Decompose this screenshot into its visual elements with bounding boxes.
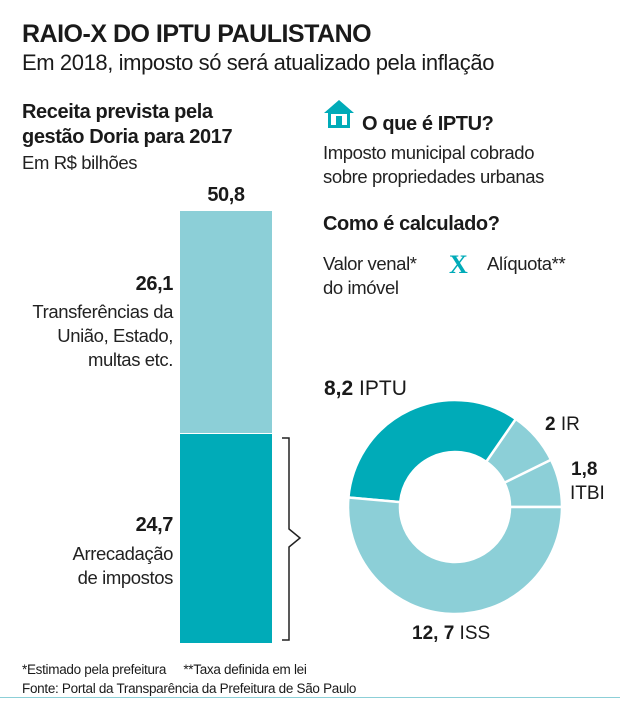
- donut-chart: [346, 398, 564, 616]
- impostos-value: 24,7: [135, 514, 174, 536]
- left-heading-2: gestão Doria para 2017: [22, 126, 233, 148]
- bar-segment-impostos: [180, 434, 272, 643]
- iptu-name: IPTU: [359, 377, 407, 400]
- donut-slice-iptu: [347, 398, 518, 504]
- iptu-label: 8,2 IPTU: [324, 377, 407, 401]
- transfer-value: 26,1: [135, 273, 174, 295]
- iss-name: ISS: [459, 623, 491, 644]
- footnote-text: *Estimado pela prefeitura **Taxa definid…: [22, 662, 307, 677]
- bar-total-label: 50,8: [207, 184, 245, 206]
- transfer-label-1: Transferências da: [32, 301, 173, 322]
- impostos-label-1: Arrecadação: [72, 543, 174, 564]
- itbi-value: 1,8: [571, 459, 598, 480]
- iss-label: 12, 7 ISS: [412, 623, 490, 645]
- ir-label: 2 IR: [545, 414, 580, 436]
- house-icon: [324, 100, 354, 128]
- bar-segment-transferencias: [180, 211, 272, 433]
- ir-name: IR: [560, 414, 580, 435]
- iss-value: 12, 7: [412, 623, 455, 644]
- impostos-label-2: de impostos: [77, 567, 174, 588]
- factor-1-line-2: do imóvel: [323, 277, 399, 298]
- what-line-2: sobre propriedades urbanas: [323, 166, 545, 187]
- left-heading-1: Receita prevista pela: [22, 101, 213, 123]
- title: RAIO-X DO IPTU PAULISTANO: [22, 20, 372, 48]
- what-line-1: Imposto municipal cobrado: [323, 142, 535, 163]
- factor-2: Alíquota**: [487, 253, 566, 274]
- footnote: *Estimado pela prefeitura **Taxa definid…: [22, 660, 307, 679]
- factor-1-line-1: Valor venal*: [323, 253, 417, 274]
- bracket-icon: [282, 437, 302, 641]
- subtitle: Em 2018, imposto só será atualizado pela…: [22, 50, 495, 75]
- unit-label: Em R$ bilhões: [22, 152, 138, 173]
- itbi-name: ITBI: [570, 483, 605, 504]
- what-heading: O que é IPTU?: [362, 113, 494, 135]
- multiply-icon: X: [449, 250, 468, 279]
- transfer-label-3: multas etc.: [87, 349, 173, 370]
- donut-slice-iss: [346, 496, 564, 616]
- source: Fonte: Portal da Transparência da Prefei…: [22, 681, 357, 696]
- how-heading: Como é calculado?: [323, 213, 500, 235]
- ir-value: 2: [545, 414, 556, 435]
- iptu-value: 8,2: [324, 377, 354, 400]
- divider: [0, 697, 620, 698]
- transfer-label-2: União, Estado,: [57, 325, 173, 346]
